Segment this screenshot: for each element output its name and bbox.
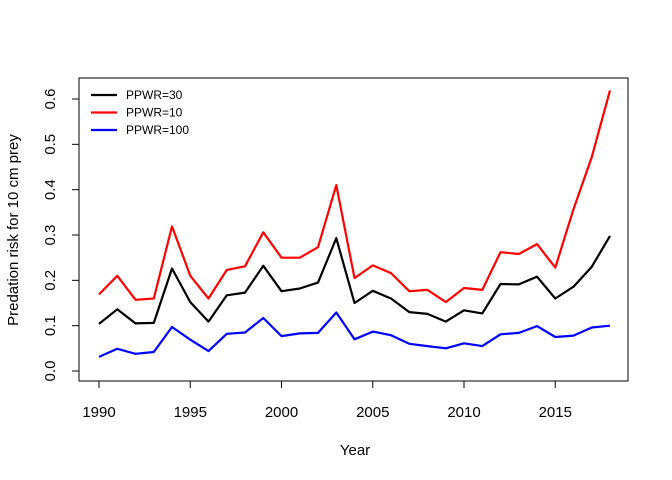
x-tick-label: 2005 [356,404,389,421]
series-line-3 [98,311,611,358]
x-tick-label: 2010 [447,404,480,421]
series-line-1 [98,235,611,325]
y-axis: 0.0 0.1 0.2 0.3 0.4 0.5 0.6 [42,89,80,382]
y-tick-label: 0.5 [42,134,59,155]
x-axis: 1990 1995 2000 2005 2010 2015 [82,380,572,421]
legend-label: PPWR=30 [126,88,183,102]
y-tick-label: 0.3 [42,225,59,246]
legend-label: PPWR=100 [126,123,189,137]
legend: PPWR=30 PPWR=10 PPWR=100 [91,88,189,137]
series-layer [98,90,612,358]
y-tick-label: 0.4 [42,179,59,200]
y-tick-label: 0.0 [42,361,59,382]
x-tick-label: 1995 [174,404,207,421]
y-tick-label: 0.1 [42,315,59,336]
x-tick-label: 1990 [82,404,115,421]
x-tick-label: 2015 [539,404,572,421]
y-tick-label: 0.2 [42,270,59,291]
y-tick-label: 0.6 [42,89,59,110]
series-line-2 [98,90,612,304]
x-tick-label: 2000 [265,404,298,421]
legend-label: PPWR=10 [126,106,183,120]
y-axis-title: Predation risk for 10 cm prey [5,134,22,326]
x-axis-title: Year [340,442,370,459]
